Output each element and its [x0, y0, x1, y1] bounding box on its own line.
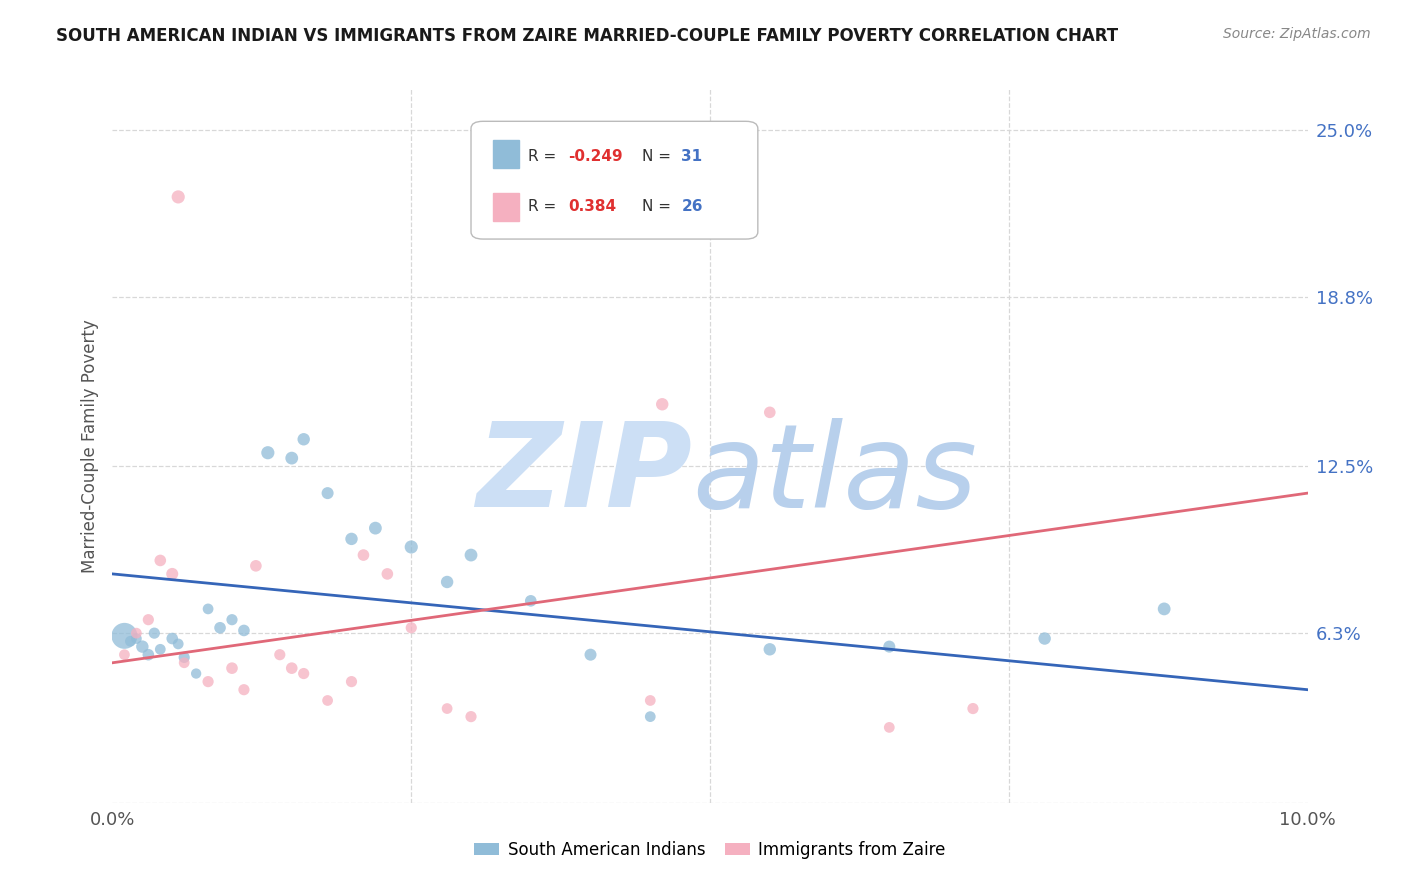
Text: Source: ZipAtlas.com: Source: ZipAtlas.com	[1223, 27, 1371, 41]
Point	[651, 397, 673, 411]
Text: N =: N =	[643, 200, 676, 214]
Point	[167, 190, 190, 204]
Point	[138, 648, 160, 662]
Point	[460, 548, 482, 562]
Point	[436, 701, 458, 715]
Point	[759, 405, 782, 419]
Point	[269, 648, 291, 662]
Point	[640, 709, 662, 723]
Point	[1033, 632, 1056, 646]
Point	[281, 451, 304, 466]
Point	[233, 624, 256, 638]
Point	[401, 540, 423, 554]
Point	[221, 613, 243, 627]
Point	[167, 637, 190, 651]
Text: 26: 26	[682, 200, 703, 214]
Bar	[492, 194, 519, 221]
Y-axis label: Married-Couple Family Poverty: Married-Couple Family Poverty	[80, 319, 98, 573]
Point	[962, 701, 984, 715]
Point	[292, 666, 315, 681]
Point	[114, 629, 135, 643]
Point	[162, 566, 183, 581]
FancyBboxPatch shape	[471, 121, 758, 239]
Legend: South American Indians, Immigrants from Zaire: South American Indians, Immigrants from …	[468, 835, 952, 866]
Point	[209, 621, 232, 635]
Point	[401, 621, 423, 635]
Point	[377, 566, 399, 581]
Point	[125, 632, 148, 646]
Point	[173, 656, 195, 670]
Point	[292, 432, 315, 446]
Point	[460, 709, 482, 723]
Point	[149, 642, 172, 657]
Text: 31: 31	[682, 150, 703, 164]
Point	[879, 720, 901, 734]
Point	[759, 642, 782, 657]
Bar	[492, 140, 519, 168]
Point	[131, 640, 153, 654]
Text: 0.384: 0.384	[568, 200, 616, 214]
Point	[143, 626, 166, 640]
Point	[579, 648, 602, 662]
Point	[340, 674, 363, 689]
Point	[233, 682, 256, 697]
Point	[316, 693, 339, 707]
Text: SOUTH AMERICAN INDIAN VS IMMIGRANTS FROM ZAIRE MARRIED-COUPLE FAMILY POVERTY COR: SOUTH AMERICAN INDIAN VS IMMIGRANTS FROM…	[56, 27, 1118, 45]
Point	[197, 602, 219, 616]
Text: -0.249: -0.249	[568, 150, 623, 164]
Point	[520, 594, 543, 608]
Text: atlas: atlas	[692, 417, 977, 532]
Point	[353, 548, 375, 562]
Text: N =: N =	[643, 150, 676, 164]
Point	[125, 626, 148, 640]
Point	[197, 674, 219, 689]
Point	[340, 532, 363, 546]
Text: ZIP: ZIP	[477, 417, 692, 532]
Point	[138, 613, 160, 627]
Point	[186, 666, 208, 681]
Point	[316, 486, 339, 500]
Point	[281, 661, 304, 675]
Point	[640, 693, 662, 707]
Point	[173, 650, 195, 665]
Point	[245, 558, 267, 573]
Point	[162, 632, 183, 646]
Point	[436, 574, 458, 589]
Text: R =: R =	[529, 200, 567, 214]
Point	[114, 648, 135, 662]
Point	[1153, 602, 1175, 616]
Point	[221, 661, 243, 675]
Point	[879, 640, 901, 654]
Point	[120, 634, 142, 648]
Point	[149, 553, 172, 567]
Point	[364, 521, 387, 535]
Text: R =: R =	[529, 150, 561, 164]
Point	[257, 446, 280, 460]
